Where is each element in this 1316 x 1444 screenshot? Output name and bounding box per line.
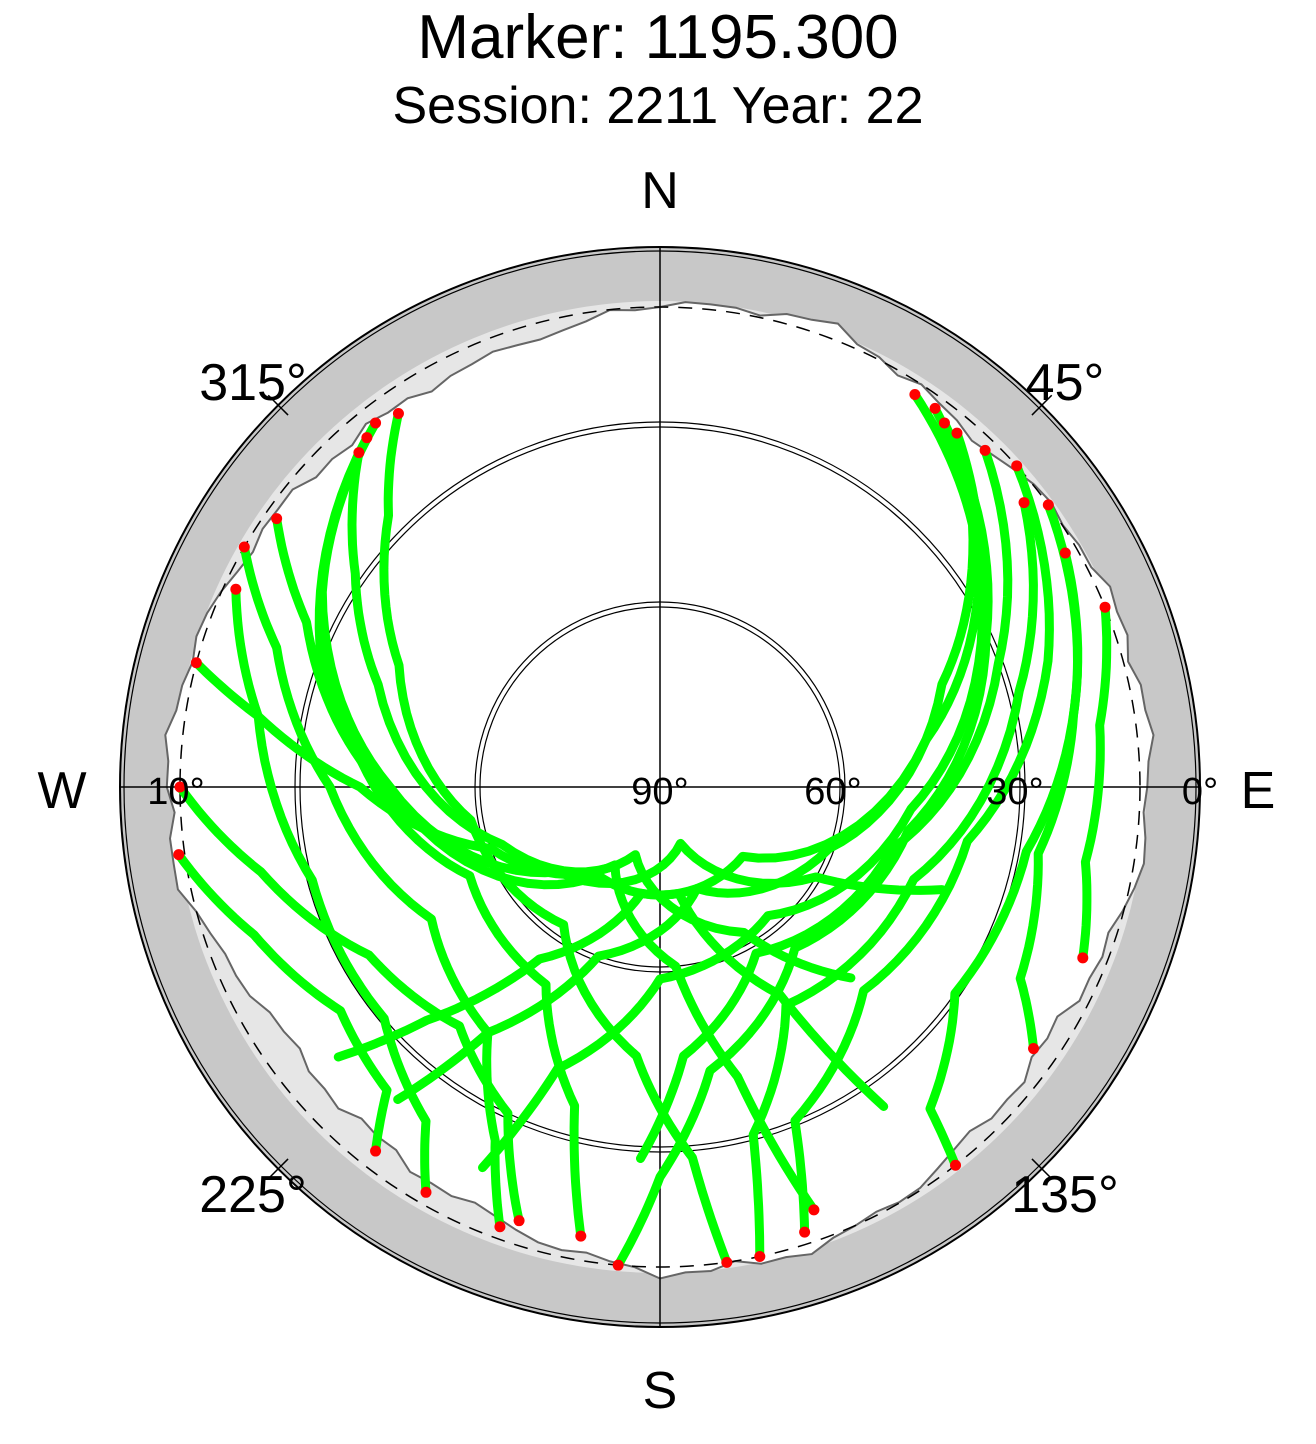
satellite-track-3	[347, 448, 856, 983]
low-point-20-1	[754, 1251, 766, 1263]
low-point-18-1	[1028, 1043, 1040, 1055]
satellite-track-14	[333, 428, 984, 1062]
low-point-6-0	[238, 541, 250, 553]
elevation-label-30: 30°	[986, 771, 1043, 813]
low-point-7-0	[230, 583, 242, 595]
chart-subtitle: Session: 2211 Year: 22	[392, 77, 924, 135]
low-point-6-1	[494, 1221, 506, 1233]
low-point-13-1	[612, 1259, 624, 1271]
low-point-16-1	[799, 1226, 811, 1238]
low-point-18-0	[1059, 547, 1071, 559]
low-point-11-0	[909, 389, 921, 401]
satellite-track-15	[636, 445, 1013, 1163]
azimuth-tick-315	[267, 394, 289, 416]
low-point-4-0	[392, 407, 404, 419]
satellite-track-7	[231, 584, 431, 1197]
low-point-1-0	[370, 417, 382, 429]
azimuth-tick-135	[1031, 1158, 1053, 1180]
east-label: E	[1241, 762, 1276, 820]
low-point-5-1	[575, 1230, 587, 1242]
azimuth-tick-45	[1031, 394, 1053, 416]
satellite-track-16	[790, 461, 1054, 1237]
satellite-track-19	[1078, 602, 1112, 963]
satellite-track-18	[1015, 548, 1083, 1054]
elevation-label-0: 0°	[1182, 771, 1218, 813]
low-point-4-1	[721, 1256, 733, 1268]
low-point-3-0	[353, 447, 365, 459]
satellite-track-6	[239, 542, 505, 1232]
low-point-5-0	[271, 513, 283, 525]
elevation-label-60: 60°	[804, 771, 861, 813]
low-point-8-0	[174, 781, 186, 793]
satellite-track-9	[174, 850, 392, 1156]
low-point-19-1	[1077, 952, 1089, 964]
satellite-tracks	[174, 390, 1112, 1270]
elevation-label-10: 10°	[147, 771, 204, 813]
low-point-19-0	[1099, 601, 1111, 613]
low-elevation-points	[173, 389, 1111, 1271]
low-point-20-0	[1018, 497, 1030, 509]
low-point-10-0	[190, 657, 202, 669]
north-label: N	[641, 162, 679, 220]
satellite-track-12	[478, 403, 987, 1173]
low-point-17-1	[950, 1159, 962, 1171]
low-point-2-0	[361, 432, 373, 444]
chart-title: Marker: 1195.300	[417, 3, 899, 72]
azimuth-label-45: 45°	[1026, 354, 1105, 412]
low-point-15-0	[979, 444, 991, 456]
plot-grid	[120, 247, 1200, 1327]
low-point-16-0	[1011, 460, 1023, 472]
satellite-track-11	[393, 390, 978, 1104]
elevation-label-90: 90°	[631, 771, 688, 813]
low-point-12-0	[929, 402, 941, 414]
south-label: S	[643, 1362, 678, 1420]
low-point-7-1	[420, 1186, 432, 1198]
low-point-8-1	[513, 1215, 525, 1227]
low-point-14-0	[951, 427, 963, 439]
low-point-17-0	[1042, 499, 1054, 511]
azimuth-label-135: 135°	[1011, 1166, 1119, 1224]
satellite-track-5	[272, 514, 586, 1241]
low-point-10-1	[808, 1204, 820, 1216]
low-point-13-0	[938, 417, 950, 429]
west-label: W	[37, 762, 86, 820]
satellite-track-20	[748, 498, 1038, 1261]
low-point-9-1	[370, 1145, 382, 1157]
azimuth-label-315: 315°	[199, 354, 307, 412]
low-point-9-0	[173, 849, 185, 861]
satellite-track-13	[613, 418, 993, 1270]
azimuth-tick-225	[267, 1158, 289, 1180]
azimuth-label-225: 225°	[199, 1166, 307, 1224]
